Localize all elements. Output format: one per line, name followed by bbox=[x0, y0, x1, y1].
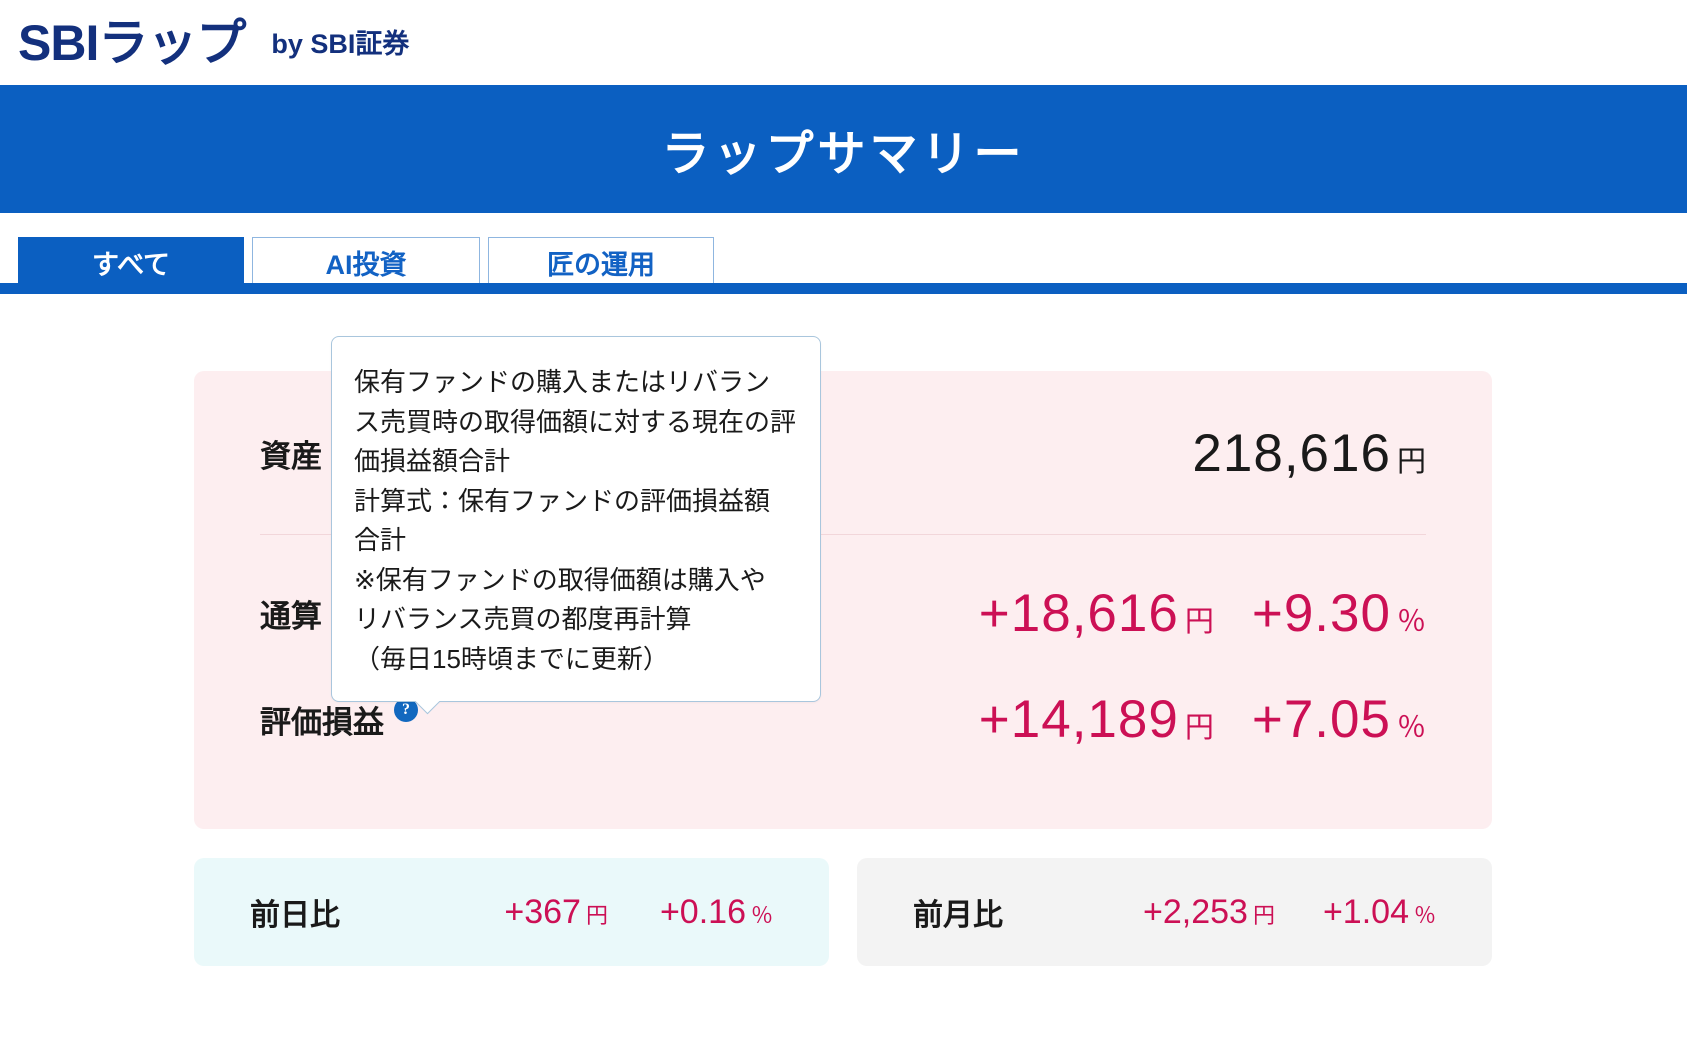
valuation-percent-unit: ％ bbox=[1396, 712, 1426, 744]
summary-row-asset-label: 資産 bbox=[260, 439, 322, 474]
valuation-amount-unit: 円 bbox=[1184, 712, 1214, 744]
daily-change-percent: +0.16 bbox=[659, 892, 746, 931]
total-percent: +9.30 bbox=[1251, 584, 1391, 643]
summary-row-total: 通算 +18,616 円 +9.30 ％ bbox=[260, 587, 1426, 640]
summary-row-total-label: 通算 bbox=[260, 599, 322, 634]
asset-amount-unit: 円 bbox=[1396, 446, 1426, 478]
sbi-wrap-logo[interactable]: SBIラップ bbox=[18, 14, 246, 71]
card-daily-change-values: +367 円 +0.16 ％ bbox=[504, 893, 773, 932]
monthly-change-percent: +1.04 bbox=[1322, 892, 1409, 931]
tooltip-line-8: （毎日15時頃までに更新） bbox=[354, 643, 669, 674]
tooltip-line-3: 価損益額合計 bbox=[354, 446, 511, 477]
tab-ai-investment-label: AI投資 bbox=[325, 250, 407, 280]
tooltip-line-6: ※保有ファンドの取得価額は購入や bbox=[354, 564, 766, 595]
monthly-change-percent-group: +1.04 ％ bbox=[1323, 893, 1436, 932]
tab-all-label: すべて bbox=[91, 249, 171, 280]
valuation-label-text: 評価損益 bbox=[260, 705, 384, 740]
brand-bar: SBIラップ by SBI証券 bbox=[0, 0, 1687, 85]
summary-divider bbox=[260, 534, 1426, 535]
monthly-change-amount: +2,253 bbox=[1142, 892, 1248, 931]
tab-bar: すべて AI投資 匠の運用 bbox=[0, 213, 1687, 301]
tooltip-line-2: ス売買時の取得価額に対する現在の評 bbox=[354, 406, 797, 437]
daily-change-percent-group: +0.16 ％ bbox=[660, 893, 773, 932]
monthly-change-amount-unit: 円 bbox=[1252, 902, 1275, 928]
total-amount: +18,616 bbox=[978, 584, 1179, 643]
tab-takumi-management-label: 匠の運用 bbox=[547, 250, 655, 280]
page-title: ラップサマリー bbox=[661, 128, 1026, 181]
summary-row-valuation: 評価損益 ? +14,189 円 +7.05 ％ bbox=[260, 693, 1426, 746]
daily-change-amount: +367 bbox=[504, 892, 581, 931]
tab-ai-investment[interactable]: AI投資 bbox=[252, 237, 480, 287]
tooltip-line-4: 計算式：保有ファンドの評価損益額 bbox=[354, 485, 771, 516]
card-monthly-change-values: +2,253 円 +1.04 ％ bbox=[1143, 893, 1436, 932]
valuation-percent-group: +7.05 ％ bbox=[1252, 693, 1426, 746]
summary-row-asset: 資産 218,616 円 bbox=[260, 427, 1426, 480]
asset-amount: 218,616 bbox=[1192, 424, 1391, 483]
summary-row-asset-values: 218,616 円 bbox=[1192, 427, 1426, 480]
daily-change-percent-unit: ％ bbox=[750, 902, 773, 928]
tab-takumi-management[interactable]: 匠の運用 bbox=[488, 237, 714, 287]
daily-change-amount-unit: 円 bbox=[585, 902, 608, 928]
brand-logo-text: SBIラップ bbox=[18, 14, 246, 71]
summary-row-valuation-values: +14,189 円 +7.05 ％ bbox=[979, 693, 1426, 746]
summary-row-valuation-label: 評価損益 ? bbox=[260, 697, 418, 742]
tooltip-arrow-icon bbox=[414, 701, 440, 715]
tooltip-line-7: リバランス売買の都度再計算 bbox=[354, 604, 692, 635]
tab-list: すべて AI投資 匠の運用 bbox=[0, 233, 1687, 287]
valuation-help-tooltip: 保有ファンドの購入またはリバラン ス売買時の取得価額に対する現在の評 価損益額合… bbox=[331, 336, 821, 703]
tooltip-line-5: 合計 bbox=[354, 525, 407, 556]
valuation-amount: +14,189 bbox=[978, 690, 1179, 749]
summary-row-total-values: +18,616 円 +9.30 ％ bbox=[979, 587, 1426, 640]
card-monthly-change-label: 前月比 bbox=[913, 899, 1003, 932]
card-monthly-change: 前月比 +2,253 円 +1.04 ％ bbox=[857, 858, 1492, 966]
total-percent-unit: ％ bbox=[1396, 606, 1426, 638]
tab-underline-bar bbox=[0, 283, 1687, 294]
total-percent-group: +9.30 ％ bbox=[1252, 587, 1426, 640]
valuation-percent: +7.05 bbox=[1251, 690, 1391, 749]
monthly-change-percent-unit: ％ bbox=[1413, 902, 1436, 928]
page-header: ラップサマリー bbox=[0, 85, 1687, 213]
card-daily-change-label: 前日比 bbox=[250, 899, 340, 932]
tooltip-line-1: 保有ファンドの購入またはリバラン bbox=[354, 367, 771, 397]
total-amount-unit: 円 bbox=[1184, 606, 1214, 638]
card-daily-change: 前日比 +367 円 +0.16 ％ bbox=[194, 858, 829, 966]
tab-all[interactable]: すべて bbox=[18, 237, 244, 287]
brand-by-sbi-securities: by SBI証券 bbox=[271, 29, 410, 59]
comparison-card-list: 前日比 +367 円 +0.16 ％ 前月比 +2,253 円 +1.04 ％ bbox=[194, 858, 1492, 966]
